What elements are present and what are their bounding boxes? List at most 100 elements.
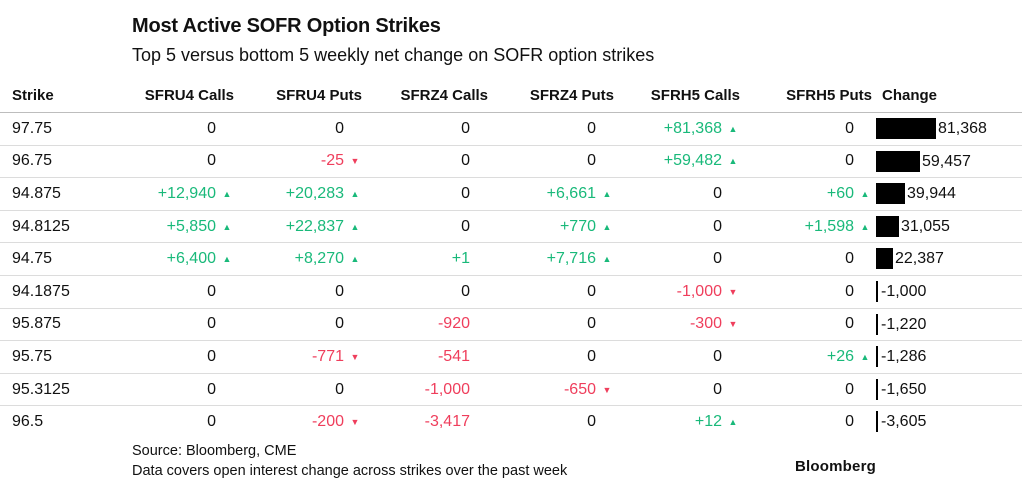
value-cell: +12 ▲ bbox=[614, 406, 740, 438]
value-cell: 0 bbox=[122, 406, 234, 438]
value-text: 0 bbox=[207, 413, 216, 431]
strike-cell: 95.3125 bbox=[12, 380, 70, 398]
data-note: Data covers open interest change across … bbox=[132, 463, 568, 479]
change-cell: 59,457 bbox=[872, 145, 1022, 178]
value-text: 0 bbox=[713, 217, 722, 235]
column-header: SFRH5 Calls bbox=[650, 86, 740, 104]
value-cell: 0 bbox=[234, 113, 362, 146]
up-arrow-icon: ▲ bbox=[350, 221, 360, 232]
up-arrow-icon: ▲ bbox=[860, 351, 870, 362]
strike-cell: 94.1875 bbox=[12, 282, 70, 300]
value-text: -1,000 bbox=[676, 282, 722, 300]
value-text: 0 bbox=[845, 315, 854, 333]
strike-cell: 96.75 bbox=[12, 152, 53, 170]
value-cell: -541 bbox=[362, 341, 488, 374]
value-cell: -771 ▼ bbox=[234, 341, 362, 374]
value-text: +8,270 bbox=[294, 250, 344, 268]
value-cell: +7,716 ▲ bbox=[488, 243, 614, 276]
up-arrow-icon: ▲ bbox=[728, 417, 738, 428]
value-cell: 0 bbox=[362, 145, 488, 178]
table-row: 94.75 +6,400 ▲ +8,270 ▲ +1 +7,716 ▲ 0 0 22,387 bbox=[0, 242, 1022, 276]
value-cell: 0 bbox=[488, 145, 614, 178]
strike-cell: 96.5 bbox=[12, 413, 44, 431]
value-cell: 0 bbox=[614, 341, 740, 374]
value-cell: +5,850 ▲ bbox=[122, 210, 234, 243]
up-arrow-icon: ▲ bbox=[728, 123, 738, 134]
value-text: +12,940 bbox=[157, 184, 216, 202]
column-header: SFRZ4 Puts bbox=[529, 86, 614, 104]
value-cell: +770 ▲ bbox=[488, 210, 614, 243]
value-text: 0 bbox=[845, 152, 854, 170]
up-arrow-icon: ▲ bbox=[602, 188, 612, 199]
change-bar bbox=[876, 150, 920, 172]
change-cell: 39,944 bbox=[872, 178, 1022, 211]
down-arrow-icon: ▼ bbox=[350, 156, 360, 167]
value-cell: 0 bbox=[488, 308, 614, 341]
value-text: 0 bbox=[461, 184, 470, 202]
strike-cell: 94.75 bbox=[12, 250, 53, 268]
value-text: 0 bbox=[461, 152, 470, 170]
up-arrow-icon: ▲ bbox=[728, 156, 738, 167]
table-row: 95.75 0 -771 ▼ -541 0 0 +26 ▲ -1,286 bbox=[0, 340, 1022, 374]
value-text: 0 bbox=[845, 119, 854, 137]
value-cell: -25 ▼ bbox=[234, 145, 362, 178]
value-cell: +1,598 ▲ bbox=[740, 210, 872, 243]
change-cell: -1,286 bbox=[872, 341, 1022, 374]
up-arrow-icon: ▲ bbox=[350, 188, 360, 199]
value-cell: -1,000 bbox=[362, 373, 488, 406]
value-cell: +6,400 ▲ bbox=[122, 243, 234, 276]
table-row: 95.3125 0 0 -1,000 -650 ▼ 0 0 -1,650 bbox=[0, 373, 1022, 406]
down-arrow-icon: ▼ bbox=[602, 384, 612, 395]
value-cell: 0 bbox=[740, 275, 872, 308]
change-bar bbox=[876, 183, 905, 205]
change-cell: -1,650 bbox=[872, 373, 1022, 406]
change-label: 31,055 bbox=[901, 217, 950, 235]
value-cell: 0 bbox=[122, 308, 234, 341]
value-text: -3,417 bbox=[424, 413, 470, 431]
value-text: +7,716 bbox=[546, 250, 596, 268]
value-text: +22,837 bbox=[285, 217, 344, 235]
value-text: +12 bbox=[694, 413, 722, 431]
change-cell: -1,220 bbox=[872, 308, 1022, 341]
value-text: 0 bbox=[461, 282, 470, 300]
up-arrow-icon: ▲ bbox=[350, 254, 360, 265]
value-text: +81,368 bbox=[663, 119, 722, 137]
up-arrow-icon: ▲ bbox=[602, 254, 612, 265]
down-arrow-icon: ▼ bbox=[728, 286, 738, 297]
strike-cell: 94.8125 bbox=[12, 217, 70, 235]
change-cell: -3,605 bbox=[872, 406, 1022, 438]
change-bar bbox=[876, 378, 878, 400]
value-cell: 0 bbox=[122, 275, 234, 308]
column-header: SFRU4 Calls bbox=[144, 86, 234, 104]
value-text: -300 bbox=[689, 315, 722, 333]
value-text: 0 bbox=[335, 380, 344, 398]
chart-subtitle: Top 5 versus bottom 5 weekly net change … bbox=[132, 45, 655, 65]
up-arrow-icon: ▲ bbox=[222, 188, 232, 199]
table-body: 97.75 0 0 0 0 +81,368 ▲ 0 81,368 96.75 0 -25 ▼ 0 0 +59,… bbox=[0, 112, 1022, 438]
down-arrow-icon: ▼ bbox=[350, 351, 360, 362]
value-cell: 0 bbox=[362, 113, 488, 146]
table-row: 94.8125 +5,850 ▲ +22,837 ▲ 0 +770 ▲ 0 +1,598 ▲ 31,0… bbox=[0, 210, 1022, 243]
value-text: +770 bbox=[559, 217, 596, 235]
value-text: -200 bbox=[311, 413, 344, 431]
value-text: 0 bbox=[335, 119, 344, 137]
value-cell: +6,661 ▲ bbox=[488, 178, 614, 211]
value-cell: 0 bbox=[740, 308, 872, 341]
value-text: 0 bbox=[845, 413, 854, 431]
source-note: Source: Bloomberg, CME bbox=[132, 443, 297, 459]
column-header: Strike bbox=[12, 86, 54, 104]
value-cell: 0 bbox=[362, 275, 488, 308]
value-text: -650 bbox=[563, 380, 596, 398]
chart-title: Most Active SOFR Option Strikes bbox=[132, 15, 441, 37]
value-text: +6,400 bbox=[166, 250, 216, 268]
down-arrow-icon: ▼ bbox=[728, 319, 738, 330]
value-cell: +8,270 ▲ bbox=[234, 243, 362, 276]
strike-table: Strike SFRU4 Calls SFRU4 Puts SFRZ4 Calls SF… bbox=[0, 78, 1022, 438]
change-label: -1,650 bbox=[881, 380, 927, 398]
value-cell: +60 ▲ bbox=[740, 178, 872, 211]
value-text: 0 bbox=[207, 282, 216, 300]
value-cell: +22,837 ▲ bbox=[234, 210, 362, 243]
value-cell: 0 bbox=[614, 373, 740, 406]
value-text: +20,283 bbox=[285, 184, 344, 202]
value-text: +59,482 bbox=[663, 152, 722, 170]
